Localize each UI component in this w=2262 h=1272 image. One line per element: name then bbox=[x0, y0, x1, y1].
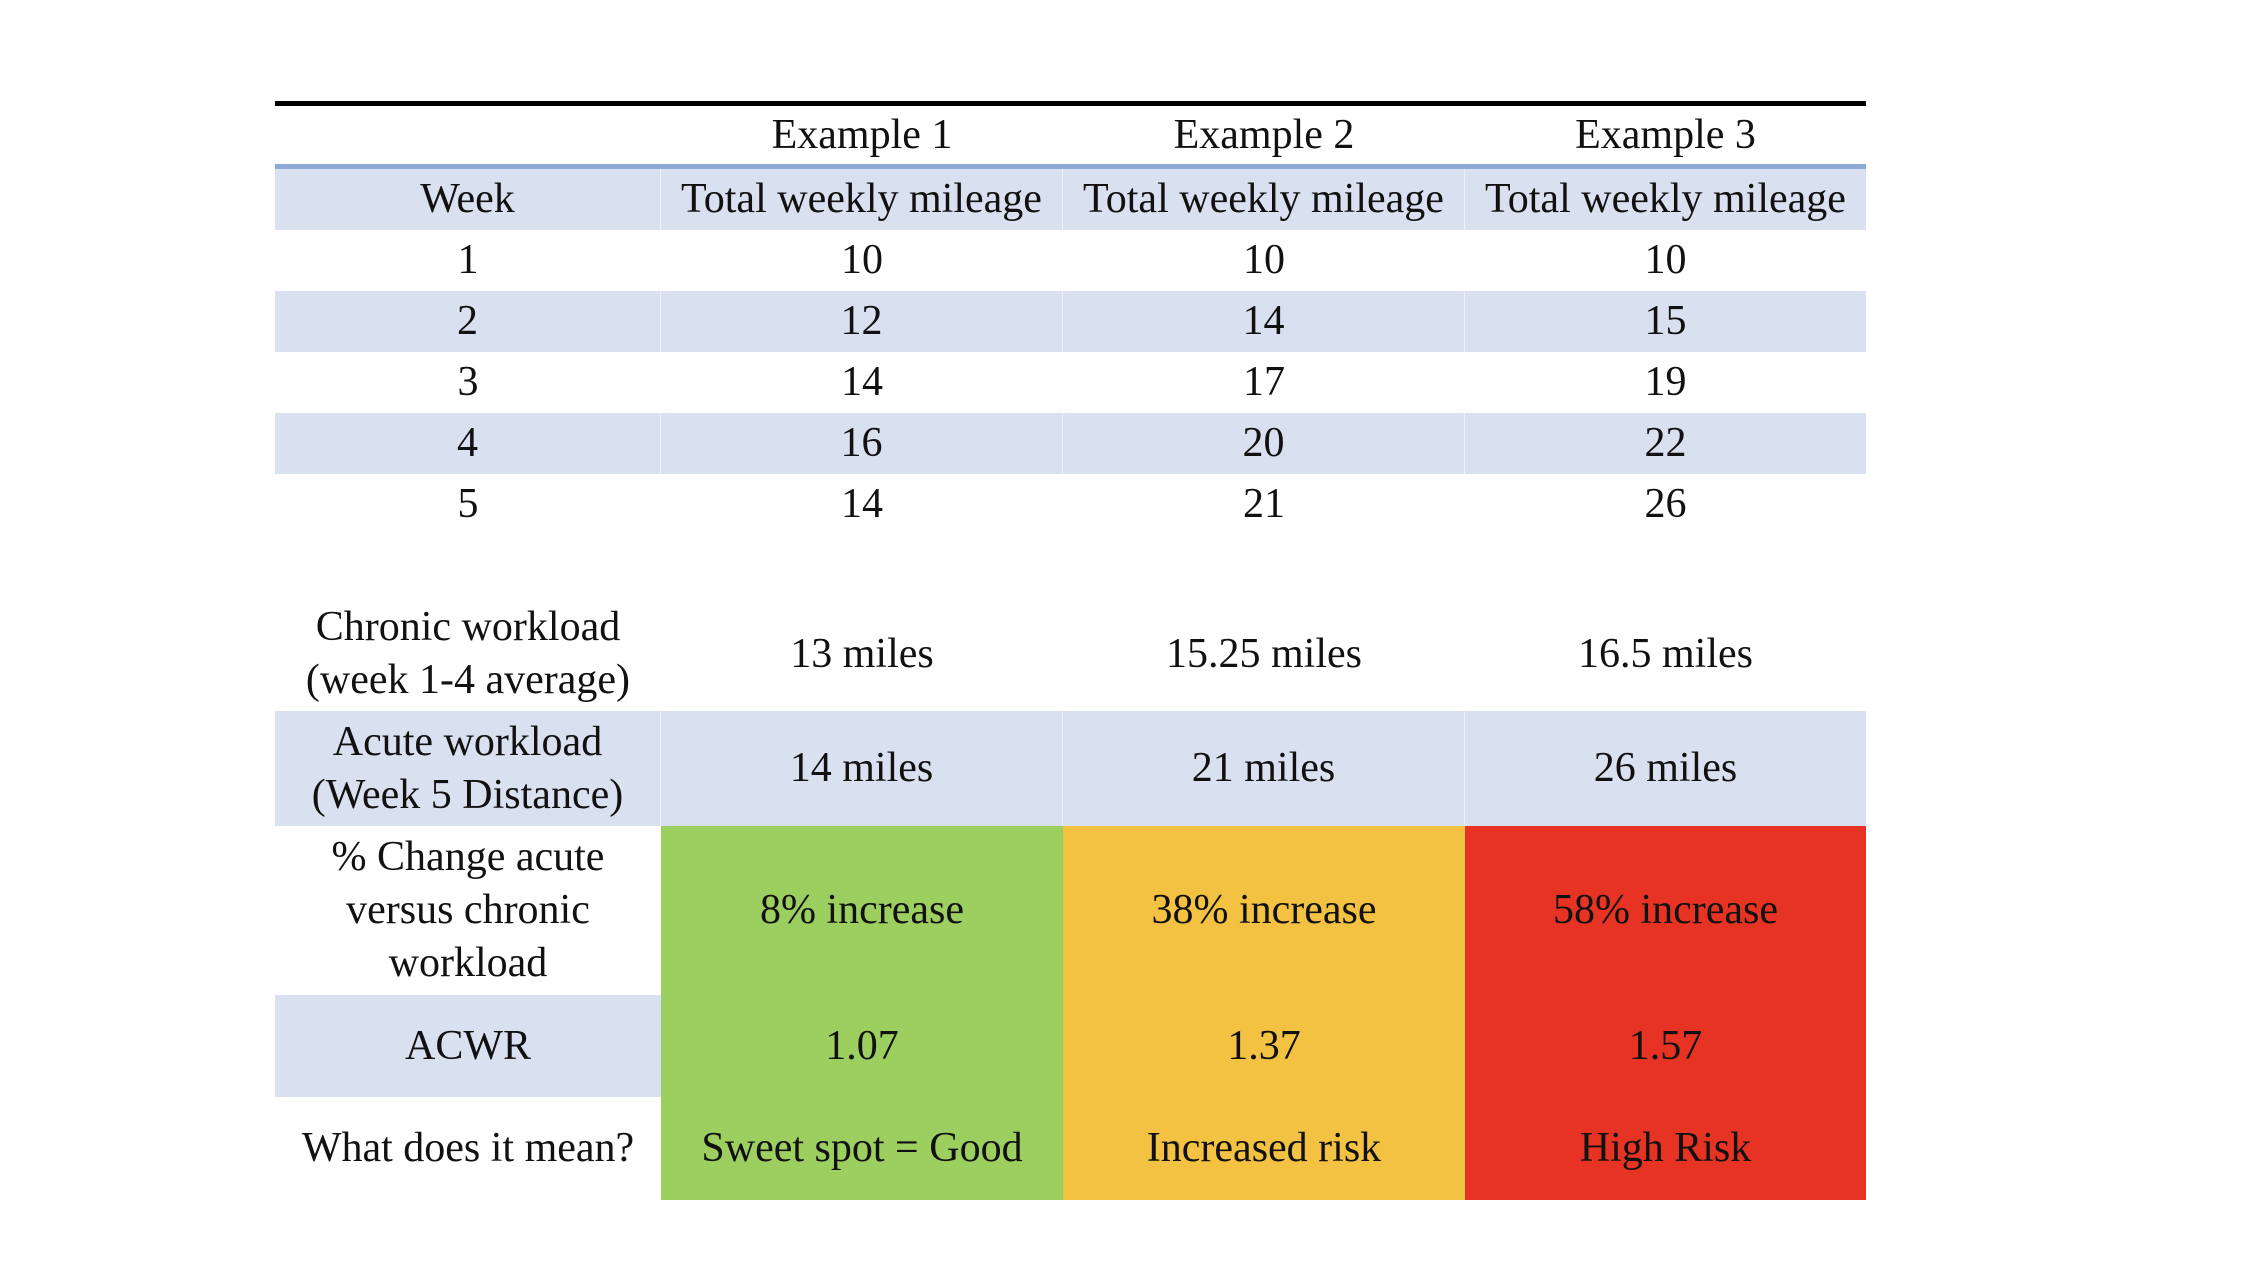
mileage-value-3: 15 bbox=[1644, 298, 1687, 344]
acute-row: Acute workload (Week 5 Distance) 14 miles… bbox=[275, 711, 1866, 826]
change-value-1: 8% increase bbox=[661, 826, 1063, 995]
meaning-row: What does it mean? Sweet spot = Good Inc… bbox=[275, 1097, 1866, 1200]
meaning-value-3: High Risk bbox=[1465, 1097, 1866, 1200]
spacer bbox=[275, 535, 1866, 597]
acwr-value-2: 1.37 bbox=[1063, 995, 1465, 1097]
acwr-row: ACWR 1.07 1.37 1.57 bbox=[275, 995, 1866, 1097]
change-label-line1: % Change acute bbox=[331, 834, 605, 880]
mileage-value-1: 14 bbox=[841, 359, 883, 405]
acwr-table: Example 1 Example 2 Example 3 Week Total… bbox=[275, 101, 1866, 1200]
acute-label-line2: (Week 5 Distance) bbox=[311, 771, 624, 818]
week-row: 4 16 20 22 bbox=[275, 413, 1866, 474]
mileage-value-2: 20 bbox=[1063, 413, 1465, 474]
mileage-value-2: 17 bbox=[1243, 359, 1285, 405]
mileage-value-1: 14 bbox=[841, 481, 883, 527]
mileage-value-1: 10 bbox=[841, 237, 883, 283]
chronic-value-2: 15.25 miles bbox=[1166, 630, 1362, 677]
week-rows: 1 10 10 10 2 12 14 15 3 14 17 19 4 16 20 22 5 14 21 26 bbox=[275, 230, 1866, 535]
meaning-label: What does it mean? bbox=[301, 1125, 635, 1171]
change-value-3: 58% increase bbox=[1465, 826, 1866, 995]
week-row: 2 12 14 15 bbox=[275, 291, 1866, 352]
chronic-label-line2: (week 1-4 average) bbox=[305, 657, 631, 703]
mileage-header-1: Total weekly mileage bbox=[661, 169, 1063, 230]
acute-value-1: 14 miles bbox=[661, 711, 1063, 826]
meaning-value-1: Sweet spot = Good bbox=[661, 1097, 1063, 1200]
chronic-value-1: 13 miles bbox=[790, 630, 934, 677]
example-2-header: Example 2 bbox=[1173, 111, 1355, 158]
week-number: 5 bbox=[457, 481, 479, 527]
change-row: % Change acute versus chronic workload 8% … bbox=[275, 826, 1866, 995]
example-header-row: Example 1 Example 2 Example 3 bbox=[275, 106, 1866, 169]
mileage-value-1: 16 bbox=[661, 413, 1063, 474]
week-number: 4 bbox=[275, 413, 661, 474]
empty-header-cell bbox=[275, 106, 661, 164]
acute-value-3: 26 miles bbox=[1593, 745, 1738, 791]
week-row: 5 14 21 26 bbox=[275, 474, 1866, 535]
mileage-value-2: 14 bbox=[1063, 291, 1465, 352]
mileage-value-2: 21 bbox=[1243, 481, 1285, 527]
acute-label: Acute workload (Week 5 Distance) bbox=[275, 711, 661, 826]
mileage-value-1: 12 bbox=[661, 291, 1063, 352]
week-number: 1 bbox=[457, 237, 479, 283]
week-number: 3 bbox=[457, 359, 479, 405]
example-3-header: Example 3 bbox=[1575, 111, 1756, 158]
chronic-value-3: 16.5 miles bbox=[1578, 630, 1753, 677]
mileage-value-3: 19 bbox=[1644, 359, 1687, 405]
chronic-label-line1: Chronic workload bbox=[315, 604, 621, 650]
mileage-header-2: Total weekly mileage bbox=[1063, 169, 1465, 230]
meaning-value-2: Increased risk bbox=[1063, 1097, 1465, 1200]
acute-value-2: 21 miles bbox=[1063, 711, 1465, 826]
example-1-header: Example 1 bbox=[771, 111, 953, 158]
change-label-line3: workload bbox=[388, 940, 548, 986]
change-label: % Change acute versus chronic workload bbox=[275, 826, 661, 995]
change-value-2: 38% increase bbox=[1063, 826, 1465, 995]
change-label-line2: versus chronic bbox=[346, 887, 590, 933]
mileage-value-3: 10 bbox=[1644, 237, 1687, 283]
column-header-row: Week Total weekly mileage Total weekly m… bbox=[275, 169, 1866, 230]
week-row: 1 10 10 10 bbox=[275, 230, 1866, 291]
mileage-value-3: 26 bbox=[1644, 481, 1687, 527]
acute-label-line1: Acute workload bbox=[332, 718, 603, 765]
mileage-header-3: Total weekly mileage bbox=[1485, 176, 1846, 222]
mileage-value-3: 22 bbox=[1644, 420, 1687, 466]
chronic-row: Chronic workload (week 1-4 average) 13 mi… bbox=[275, 597, 1866, 711]
acwr-value-1: 1.07 bbox=[661, 995, 1063, 1097]
chronic-label: Chronic workload (week 1-4 average) bbox=[275, 597, 661, 711]
week-row: 3 14 17 19 bbox=[275, 352, 1866, 413]
mileage-value-2: 10 bbox=[1243, 237, 1285, 283]
acwr-label: ACWR bbox=[275, 995, 661, 1097]
week-header: Week bbox=[275, 169, 661, 230]
week-number: 2 bbox=[275, 291, 661, 352]
acwr-value-3: 1.57 bbox=[1465, 995, 1866, 1097]
